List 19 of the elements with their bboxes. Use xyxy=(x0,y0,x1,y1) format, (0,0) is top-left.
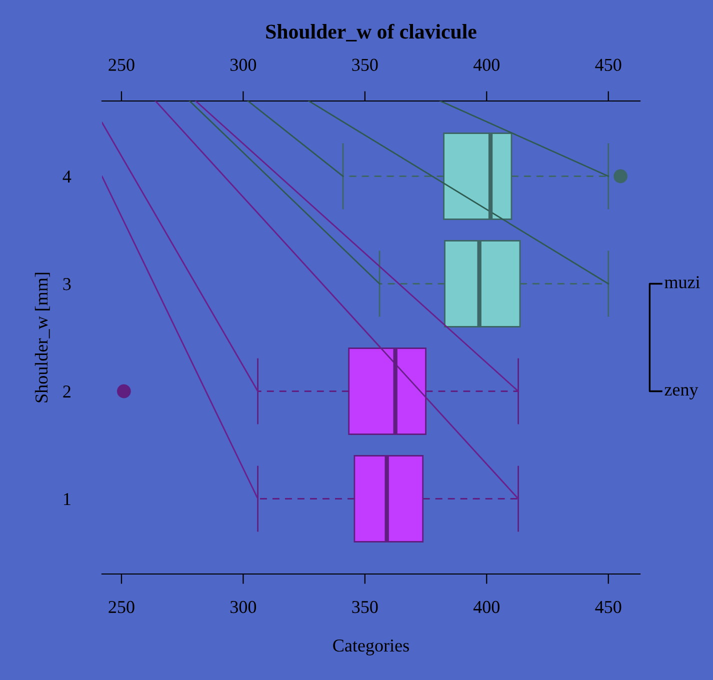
x2-tick-label: 250 xyxy=(108,58,134,71)
x-tick-label: 400 xyxy=(473,600,500,614)
y-tick-label: 4 xyxy=(62,170,72,183)
x-axis-title: Categories xyxy=(333,640,409,656)
text: muzi xyxy=(664,276,700,288)
x2-tick-label: 400 xyxy=(473,58,500,71)
y-tick-label: 2 xyxy=(63,386,70,398)
y-axis-title: Shoulder_w [mm] xyxy=(34,272,50,402)
chart-title: Shoulder_w of clavicule xyxy=(266,24,476,42)
x2-tick-label: 450 xyxy=(595,58,622,71)
x-tick-label: 450 xyxy=(595,600,622,614)
x2-tick-label: 300 xyxy=(230,58,256,71)
x-tick-label: 300 xyxy=(230,600,256,614)
text: zeny xyxy=(664,387,698,400)
y-tick-label: 3 xyxy=(63,278,71,290)
x-tick-label: 250 xyxy=(108,600,134,614)
x2-tick-label: 350 xyxy=(352,58,378,71)
y-tick-label: 1 xyxy=(64,493,70,506)
x-tick-label: 350 xyxy=(352,600,378,614)
